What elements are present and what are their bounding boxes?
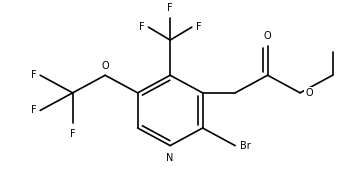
Text: O: O bbox=[305, 88, 313, 98]
Text: F: F bbox=[70, 129, 76, 139]
Text: O: O bbox=[101, 61, 109, 71]
Text: Br: Br bbox=[240, 141, 251, 151]
Text: O: O bbox=[264, 31, 271, 41]
Text: F: F bbox=[167, 3, 173, 13]
Text: F: F bbox=[31, 70, 36, 80]
Text: F: F bbox=[139, 22, 145, 32]
Text: F: F bbox=[196, 22, 201, 32]
Text: N: N bbox=[166, 153, 174, 163]
Text: F: F bbox=[31, 105, 36, 115]
